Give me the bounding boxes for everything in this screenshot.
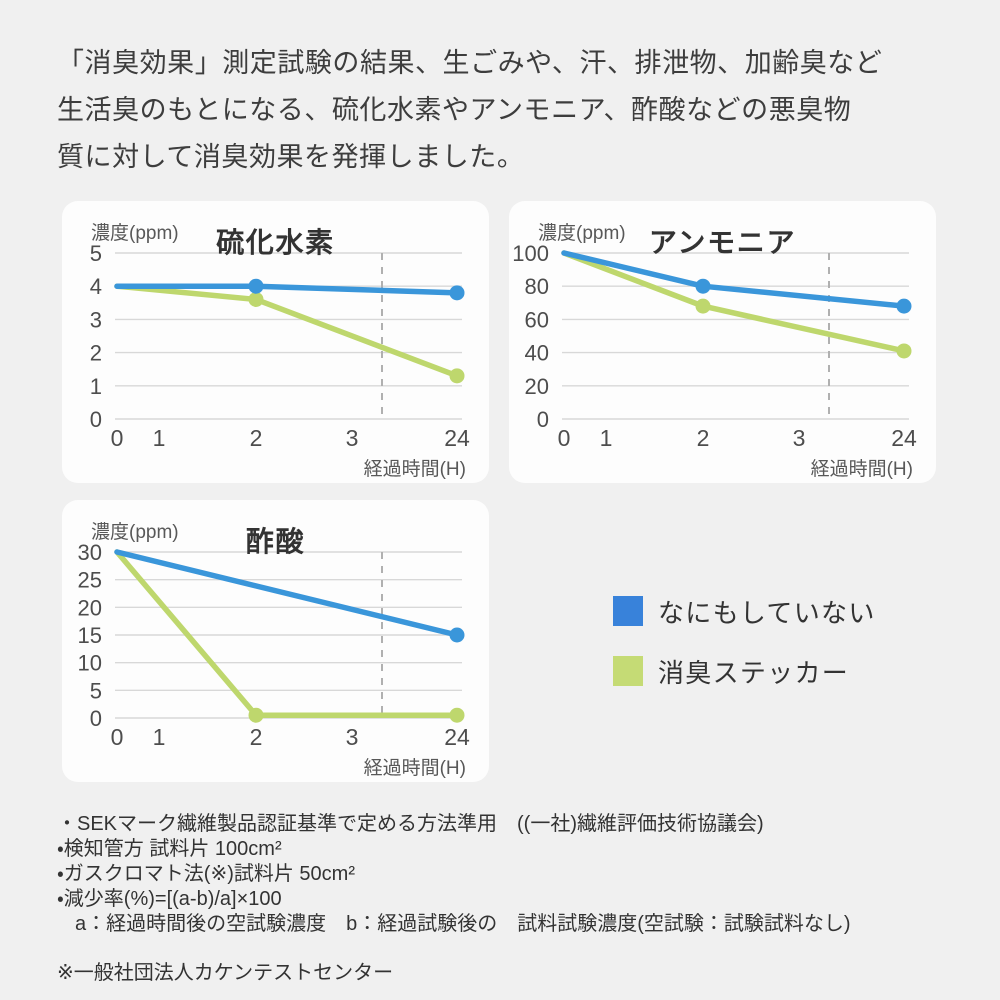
svg-text:10: 10 (78, 651, 102, 676)
footnote-line-3: ・ガスクロマト法(※)試料片 50cm² (57, 863, 356, 885)
svg-text:100: 100 (512, 245, 549, 266)
svg-text:5: 5 (90, 678, 102, 703)
svg-text:30: 30 (78, 544, 102, 565)
legend-swatch-blue (613, 596, 643, 626)
svg-text:0: 0 (111, 724, 124, 750)
svg-text:経過時間(H): 経過時間(H) (364, 757, 466, 778)
svg-text:2: 2 (90, 341, 102, 366)
footnotes: ・SEKマーク繊維製品認証基準で定める方法準用 ((一社)繊維評価技術協議会) … (57, 812, 943, 986)
y-axis-unit-label: 濃度(ppm) (91, 522, 179, 543)
y-axis-unit-label: 濃度(ppm) (91, 223, 179, 244)
testing-agency-note: ※一般社団法人カケンテストセンター (57, 962, 394, 984)
chart-legend: なにもしていない 消臭ステッカー (509, 500, 936, 782)
svg-text:40: 40 (525, 341, 549, 366)
svg-text:経過時間(H): 経過時間(H) (364, 458, 466, 479)
svg-text:3: 3 (793, 425, 806, 451)
footnote-line-4: ・減少率(%)=[(a-b)/a]×100 (57, 888, 282, 910)
chart-header: 濃度(ppm) 酢酸 (62, 500, 489, 557)
svg-text:0: 0 (90, 407, 102, 432)
svg-text:24: 24 (444, 724, 470, 750)
svg-text:2: 2 (697, 425, 710, 451)
y-axis-unit-label: 濃度(ppm) (538, 223, 626, 244)
footnote-line-2: ・検知管方 試料片 100cm² (57, 838, 282, 860)
svg-text:4: 4 (90, 274, 102, 299)
svg-text:3: 3 (346, 724, 359, 750)
svg-text:25: 25 (78, 568, 102, 593)
intro-text: 「消臭効果」測定試験の結果、生ごみや、汗、排泄物、加齢臭など 生活臭のもとになる… (57, 0, 943, 181)
svg-text:20: 20 (525, 374, 549, 399)
chart-card-hydrogen-sulfide: 濃度(ppm) 硫化水素 5 4 3 2 1 0 0 1 2 3 24 経過時間(H) (62, 201, 489, 483)
chart-header: 濃度(ppm) アンモニア (509, 201, 936, 258)
footnote-line-1: ・SEKマーク繊維製品認証基準で定める方法準用 ((一社)繊維評価技術協議会) (57, 813, 764, 835)
footnote-line-5: a：経過時間後の空試験濃度 b：経過試験後の 試料試験濃度(空試験：試験試料なし… (75, 913, 851, 935)
svg-text:0: 0 (558, 425, 571, 451)
svg-text:24: 24 (891, 425, 917, 451)
svg-text:60: 60 (525, 307, 549, 332)
svg-text:1: 1 (153, 425, 166, 451)
legend-item-untreated: なにもしていない (613, 593, 876, 630)
svg-text:24: 24 (444, 425, 470, 451)
chart-card-acetic-acid: 濃度(ppm) 酢酸 30 25 20 15 10 5 0 0 1 2 3 24 経過時間(H) (62, 500, 489, 782)
intro-line-1: 「消臭効果」測定試験の結果、生ごみや、汗、排泄物、加齢臭など (57, 48, 883, 78)
chart-title-ammonia: アンモニア (648, 227, 797, 258)
svg-text:1: 1 (153, 724, 166, 750)
legend-label-untreated: なにもしていない (658, 597, 876, 628)
chart-header: 濃度(ppm) 硫化水素 (62, 201, 489, 258)
charts-grid: 濃度(ppm) 硫化水素 5 4 3 2 1 0 0 1 2 3 24 経過時間(H) 濃度(ppm)… (62, 201, 938, 782)
svg-text:0: 0 (90, 706, 102, 731)
svg-text:2: 2 (250, 724, 263, 750)
legend-item-deodorant-sticker: 消臭ステッカー (613, 653, 849, 690)
intro-line-3: 質に対して消臭効果を発揮しました。 (57, 142, 525, 172)
svg-text:3: 3 (346, 425, 359, 451)
svg-text:1: 1 (90, 374, 102, 399)
svg-text:0: 0 (111, 425, 124, 451)
chart-card-ammonia: 濃度(ppm) アンモニア 100 80 60 40 20 0 0 1 2 3 24 経過時間(H) (509, 201, 936, 483)
svg-text:経過時間(H): 経過時間(H) (811, 458, 913, 479)
line-chart-ammonia: 100 80 60 40 20 00 1 2 3 24 経過時間(H) (512, 245, 917, 479)
chart-title-acetic-acid: 酢酸 (245, 526, 306, 557)
line-chart-hydrogen-sulfide: 5 4 3 2 1 00 1 2 3 24 経過時間(H) (90, 245, 470, 479)
svg-text:1: 1 (600, 425, 613, 451)
svg-text:0: 0 (537, 407, 549, 432)
chart-title-hydrogen-sulfide: 硫化水素 (216, 227, 335, 258)
legend-swatch-green (613, 656, 643, 686)
svg-text:3: 3 (90, 307, 102, 332)
svg-text:2: 2 (250, 425, 263, 451)
svg-text:15: 15 (78, 623, 102, 648)
intro-line-2: 生活臭のもとになる、硫化水素やアンモニア、酢酸などの悪臭物 (57, 95, 852, 125)
legend-label-deodorant-sticker: 消臭ステッカー (658, 657, 850, 688)
svg-text:80: 80 (525, 274, 549, 299)
svg-text:5: 5 (90, 245, 102, 266)
svg-text:20: 20 (78, 595, 102, 620)
